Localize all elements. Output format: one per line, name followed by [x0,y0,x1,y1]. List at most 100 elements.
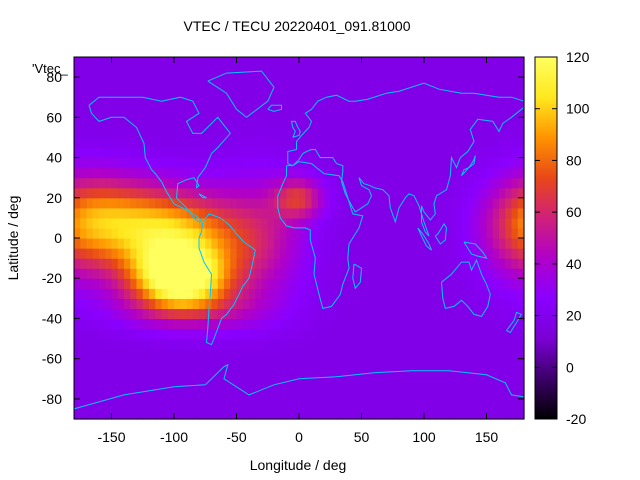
heatmap-cell [236,368,244,380]
heatmap-cell [274,288,281,299]
heatmap-cell [111,107,119,118]
heatmap-cell [142,67,150,78]
heatmap-cell [155,398,163,410]
heatmap-cell [380,248,388,259]
heatmap-cell [280,227,288,239]
heatmap-cell [130,77,138,88]
heatmap-cell [311,207,319,219]
heatmap-cell [311,147,319,159]
heatmap-cell [180,227,188,239]
heatmap-cell [205,408,213,420]
heatmap-cell [492,238,500,249]
heatmap-cell [92,398,100,410]
heatmap-cell [399,348,406,360]
heatmap-cell [136,77,144,88]
heatmap-cell [155,57,163,68]
heatmap-cell [505,238,513,249]
heatmap-cell [342,408,350,420]
heatmap-cell [292,57,300,68]
heatmap-cell [492,87,500,98]
heatmap-cell [486,67,494,78]
heatmap-cell [342,107,350,118]
coastline-path [461,155,476,177]
heatmap-cell [224,238,231,249]
heatmap-cell [280,248,288,259]
heatmap-cell [424,157,431,169]
heatmap-cell [305,378,313,390]
heatmap-cell [161,248,169,259]
heatmap-cell [386,358,394,370]
heatmap-cell [449,187,456,199]
heatmap-cell [455,318,463,330]
heatmap-cell [211,197,219,209]
heatmap-cell [186,67,194,78]
heatmap-cell [361,87,369,98]
heatmap-cell [467,87,475,98]
heatmap-cell [367,187,375,199]
heatmap-cell [361,298,369,309]
heatmap-cell [374,398,381,410]
coastline-path [88,96,231,223]
heatmap-cell [480,57,488,68]
heatmap-cell [249,278,256,289]
heatmap-cell [336,248,344,259]
heatmap-cell [305,308,313,320]
heatmap-cell [417,67,425,78]
heatmap-cell [192,87,200,98]
heatmap-cell [224,258,231,269]
heatmap-cell [217,167,225,179]
heatmap-cell [317,268,325,279]
heatmap-cell [442,217,450,229]
heatmap-cell [274,238,281,249]
heatmap-cell [417,338,425,350]
heatmap-cell [292,77,300,88]
heatmap-cell [199,328,206,340]
heatmap-cell [505,248,513,259]
heatmap-cell [467,227,475,239]
heatmap-cell [461,408,469,420]
heatmap-cell [224,57,231,68]
heatmap-cell [436,207,444,219]
heatmap-cell [267,167,275,179]
heatmap-cell [261,87,269,98]
heatmap-cell [474,398,481,410]
heatmap-cell [174,57,181,68]
heatmap-cell [217,398,225,410]
heatmap-cell [342,388,350,400]
heatmap-cell [205,298,213,309]
heatmap-cell [92,197,100,209]
heatmap-cell [430,388,438,400]
heatmap-cell [199,57,206,68]
heatmap-cell [167,147,175,159]
heatmap-cell [242,378,250,390]
heatmap-cell [442,348,450,360]
heatmap-cell [474,378,481,390]
heatmap-cell [74,268,81,279]
heatmap-cell [430,328,438,340]
heatmap-cell [374,177,381,189]
heatmap-cell [274,117,281,128]
heatmap-cell [442,127,450,139]
heatmap-cell [442,177,450,189]
heatmap-cell [367,278,375,289]
heatmap-cell [449,127,456,139]
heatmap-cell [124,197,131,209]
heatmap-cell [399,328,406,340]
heatmap-cell [374,388,381,400]
heatmap-cell [411,258,419,269]
heatmap-cell [124,67,131,78]
heatmap-cell [399,137,406,149]
heatmap-cell [74,408,81,420]
heatmap-cell [149,67,156,78]
heatmap-cell [230,87,238,98]
heatmap-cell [330,197,338,209]
heatmap-cell [286,408,294,420]
heatmap-cell [405,177,413,189]
heatmap-cell [249,248,256,259]
heatmap-cell [142,288,150,299]
coastline-path [463,241,488,259]
heatmap-cell [142,378,150,390]
x-tick-label: 150 [475,429,499,445]
heatmap-cell [349,348,356,360]
heatmap-cell [411,388,419,400]
